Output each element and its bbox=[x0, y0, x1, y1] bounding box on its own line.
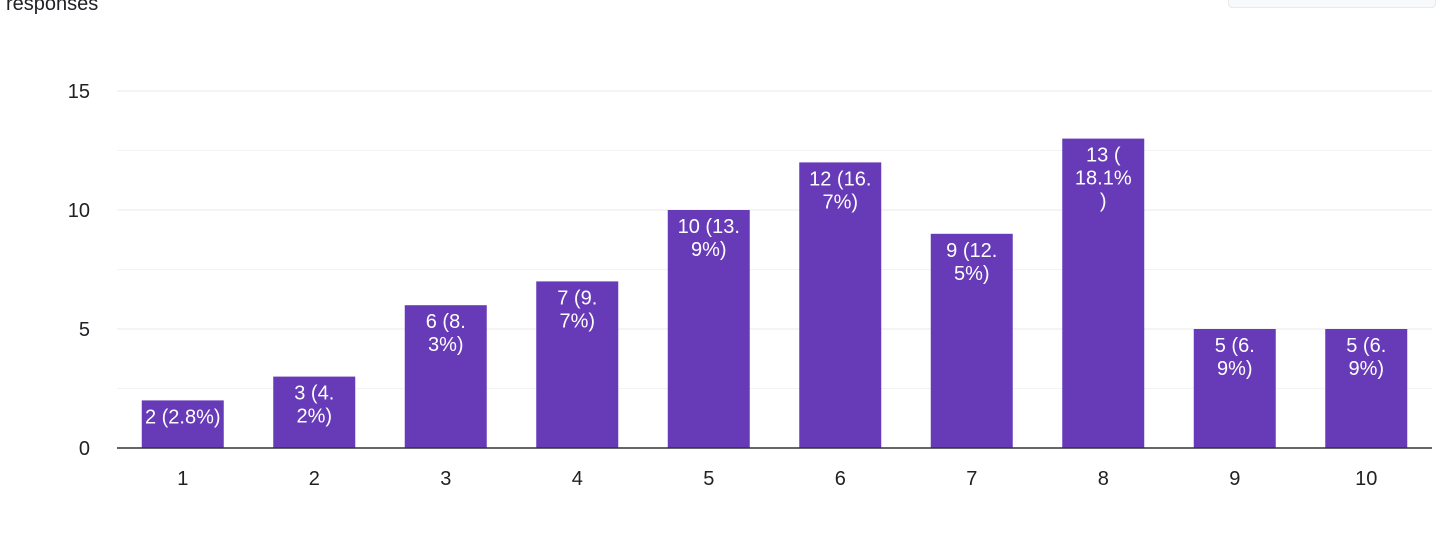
x-axis-ticks: 1 2 3 4 5 6 7 8 9 10 bbox=[177, 468, 1377, 490]
data-labels: 2 (2.8%)3 (4.2%)6 (8.3%)7 (9.7%)10 (13.9… bbox=[145, 145, 1386, 429]
data-label: 13 ( bbox=[1086, 145, 1121, 167]
data-label: 3 (4. bbox=[294, 383, 334, 405]
y-axis-ticks: 0 5 10 15 bbox=[68, 81, 90, 460]
x-tick-label: 1 bbox=[177, 468, 188, 490]
responses-label: responses bbox=[6, 0, 99, 15]
bar-6[interactable] bbox=[799, 162, 882, 448]
copy-chart-button[interactable] bbox=[1228, 0, 1436, 8]
data-label: 9 (12. bbox=[946, 240, 997, 262]
bar-8[interactable] bbox=[1062, 138, 1145, 448]
data-label: 9%) bbox=[1348, 358, 1384, 380]
data-label: 18.1% bbox=[1075, 168, 1132, 190]
data-label: 7 (9. bbox=[557, 287, 597, 309]
data-label: 2 (2.8%) bbox=[145, 406, 221, 428]
data-label: 5 (6. bbox=[1346, 335, 1386, 357]
data-label: 2%) bbox=[296, 406, 332, 428]
data-label: 7%) bbox=[822, 191, 858, 213]
data-label: ) bbox=[1100, 191, 1107, 213]
x-tick-label: 3 bbox=[440, 468, 451, 490]
data-label: 5%) bbox=[954, 263, 990, 285]
data-label: 7%) bbox=[559, 310, 595, 332]
bar-3[interactable] bbox=[404, 305, 487, 448]
bar-5[interactable] bbox=[667, 210, 750, 448]
x-tick-label: 5 bbox=[703, 468, 714, 490]
x-tick-label: 10 bbox=[1355, 468, 1377, 490]
x-tick-label: 6 bbox=[835, 468, 846, 490]
data-label: 5 (6. bbox=[1215, 335, 1255, 357]
x-tick-label: 4 bbox=[572, 468, 583, 490]
data-label: 6 (8. bbox=[426, 311, 466, 333]
data-label: 10 (13. bbox=[678, 216, 740, 238]
bar-4[interactable] bbox=[536, 281, 619, 448]
bar-10[interactable] bbox=[1325, 329, 1408, 448]
x-tick-label: 7 bbox=[966, 468, 977, 490]
data-label: 12 (16. bbox=[809, 168, 871, 190]
data-label: 3%) bbox=[428, 334, 464, 356]
y-tick-label: 0 bbox=[79, 438, 90, 460]
y-tick-label: 5 bbox=[79, 319, 90, 341]
y-tick-label: 15 bbox=[68, 81, 90, 103]
bar-7[interactable] bbox=[930, 233, 1013, 448]
bar-2[interactable] bbox=[273, 376, 356, 448]
x-tick-label: 9 bbox=[1229, 468, 1240, 490]
data-label: 9%) bbox=[691, 239, 727, 261]
x-tick-label: 8 bbox=[1098, 468, 1109, 490]
data-label: 9%) bbox=[1217, 358, 1253, 380]
bar-1[interactable] bbox=[141, 400, 224, 448]
y-tick-label: 10 bbox=[68, 200, 90, 222]
x-tick-label: 2 bbox=[309, 468, 320, 490]
bars bbox=[141, 138, 1408, 448]
bar-9[interactable] bbox=[1193, 329, 1276, 448]
